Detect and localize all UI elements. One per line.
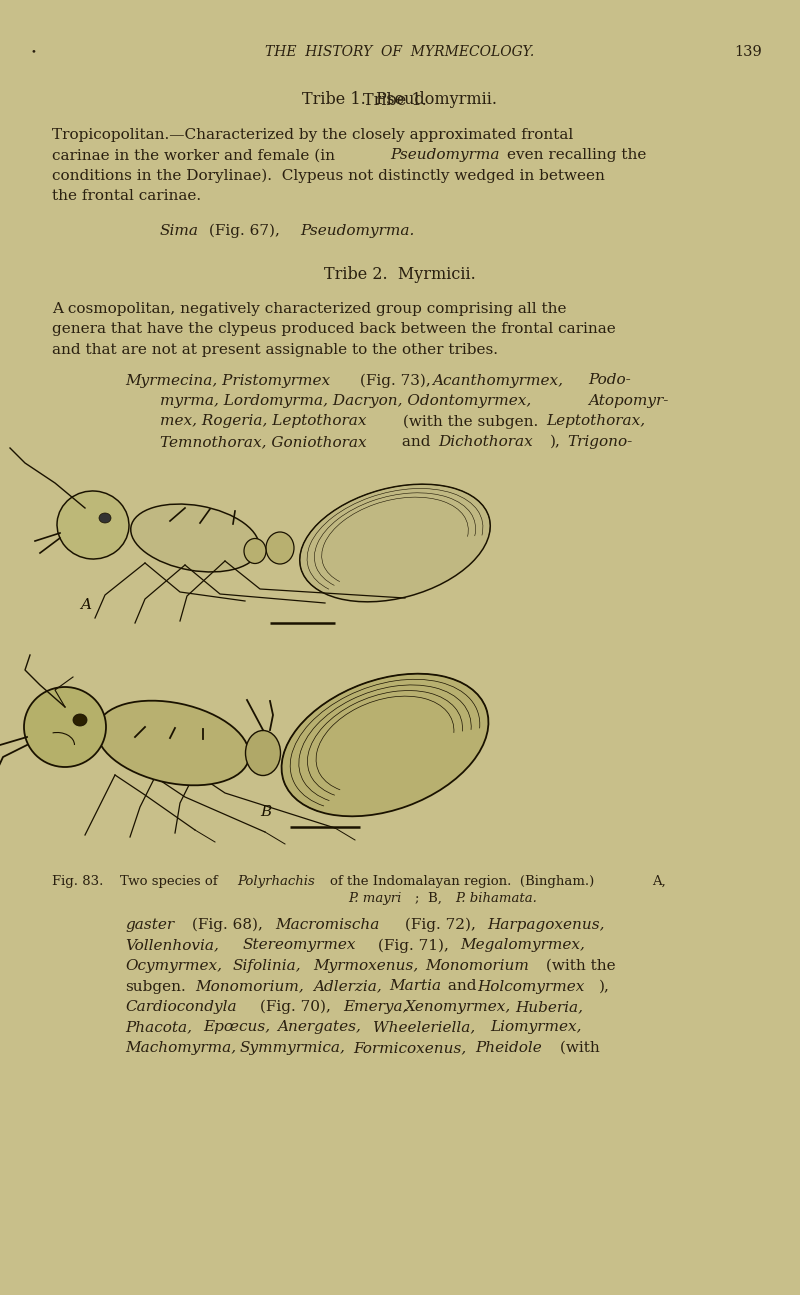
Text: (with the subgen.: (with the subgen. [398, 414, 538, 429]
Text: Monomorium: Monomorium [425, 960, 529, 973]
Text: Emerya,: Emerya, [343, 1000, 407, 1014]
Text: (with: (with [555, 1041, 600, 1055]
Text: Formicoxenus,: Formicoxenus, [353, 1041, 466, 1055]
Text: Phacota,: Phacota, [125, 1020, 192, 1035]
Text: Cardiocondyla: Cardiocondyla [125, 1000, 237, 1014]
Ellipse shape [282, 673, 489, 816]
Text: carinae in the worker and female (in: carinae in the worker and female (in [52, 149, 340, 162]
Text: A,: A, [652, 875, 666, 888]
Text: Monomorium,: Monomorium, [195, 979, 304, 993]
Text: Wheeleriella,: Wheeleriella, [373, 1020, 475, 1035]
Text: Harpagoxenus,: Harpagoxenus, [487, 918, 605, 932]
Text: (Fig. 67),: (Fig. 67), [204, 224, 280, 238]
Text: Pseudomyrma: Pseudomyrma [390, 149, 499, 162]
Text: (Fig. 73),: (Fig. 73), [355, 373, 430, 388]
Text: Anergates,: Anergates, [277, 1020, 361, 1035]
Text: Macromischa: Macromischa [275, 918, 379, 932]
Text: 139: 139 [734, 45, 762, 60]
Text: Huberia,: Huberia, [515, 1000, 583, 1014]
Text: genera that have the clypeus produced back between the frontal carinae: genera that have the clypeus produced ba… [52, 322, 616, 337]
Text: even recalling the: even recalling the [507, 149, 646, 162]
Text: Tribe 2.  Myrmicii.: Tribe 2. Myrmicii. [324, 265, 476, 284]
Ellipse shape [244, 539, 266, 563]
Text: Temnothorax, Goniothorax: Temnothorax, Goniothorax [160, 435, 366, 449]
Text: Sifolinia,: Sifolinia, [233, 960, 302, 973]
Text: Xenomyrmex,: Xenomyrmex, [405, 1000, 511, 1014]
Text: Ocymyrmex,: Ocymyrmex, [125, 960, 222, 973]
Text: Myrmecina, Pristomyrmex: Myrmecina, Pristomyrmex [125, 373, 330, 387]
Ellipse shape [73, 714, 87, 726]
Ellipse shape [266, 532, 294, 565]
Text: Symmyrmica,: Symmyrmica, [240, 1041, 346, 1055]
Text: (Fig. 68),: (Fig. 68), [187, 918, 263, 932]
Text: Polyrhachis: Polyrhachis [237, 875, 314, 888]
Text: myrma, Lordomyrma, Dacryon, Odontomyrmex,: myrma, Lordomyrma, Dacryon, Odontomyrmex… [160, 394, 531, 408]
Text: of the Indomalayan region.  (Bingham.): of the Indomalayan region. (Bingham.) [330, 875, 594, 888]
Text: Two species of: Two species of [120, 875, 218, 888]
Text: A cosmopolitan, negatively characterized group comprising all the: A cosmopolitan, negatively characterized… [52, 302, 566, 316]
Text: Dichothorax: Dichothorax [438, 435, 533, 449]
Text: and: and [443, 979, 482, 993]
Text: gaster: gaster [125, 918, 174, 932]
Text: Liomyrmex,: Liomyrmex, [490, 1020, 582, 1035]
Text: Atopomyr-: Atopomyr- [588, 394, 668, 408]
Text: Megalomyrmex,: Megalomyrmex, [460, 939, 585, 953]
Text: Tropicopolitan.—Characterized by the closely approximated frontal: Tropicopolitan.—Characterized by the clo… [52, 128, 574, 142]
Text: Vollenhovia,: Vollenhovia, [125, 939, 219, 953]
Text: B: B [260, 805, 271, 818]
Text: (Fig. 71),: (Fig. 71), [373, 939, 449, 953]
Text: Leptothorax,: Leptothorax, [546, 414, 645, 429]
Text: subgen.: subgen. [125, 979, 186, 993]
Ellipse shape [246, 730, 281, 776]
Text: Pseudomyrma.: Pseudomyrma. [300, 224, 414, 238]
Text: Machomyrma,: Machomyrma, [125, 1041, 236, 1055]
Text: ),: ), [599, 979, 610, 993]
Text: Adlerzia,: Adlerzia, [313, 979, 382, 993]
Ellipse shape [300, 484, 490, 602]
Text: Myrmoxenus,: Myrmoxenus, [313, 960, 418, 973]
Text: Fig. 83.: Fig. 83. [52, 875, 103, 888]
Text: P. mayri: P. mayri [348, 892, 402, 905]
Ellipse shape [24, 688, 106, 767]
Ellipse shape [99, 513, 111, 523]
Text: THE  HISTORY  OF  MYRMECOLOGY.: THE HISTORY OF MYRMECOLOGY. [266, 45, 534, 60]
Text: mex, Rogeria, Leptothorax: mex, Rogeria, Leptothorax [160, 414, 366, 429]
Text: (Fig. 70),: (Fig. 70), [255, 1000, 331, 1014]
Text: Epœcus,: Epœcus, [203, 1020, 270, 1035]
Text: ;  B,: ; B, [415, 892, 442, 905]
Text: and: and [397, 435, 435, 449]
Text: Tribe 1.  Pseudomyrmii.: Tribe 1. Pseudomyrmii. [302, 91, 498, 107]
Text: P. bihamata.: P. bihamata. [455, 892, 537, 905]
Text: Holcomyrmex: Holcomyrmex [477, 979, 584, 993]
Text: Acanthomyrmex,: Acanthomyrmex, [432, 373, 563, 387]
Text: conditions in the Dorylinae).  Clypeus not distinctly wedged in between: conditions in the Dorylinae). Clypeus no… [52, 170, 605, 184]
Ellipse shape [57, 491, 129, 559]
Text: Podo-: Podo- [588, 373, 630, 387]
Ellipse shape [97, 701, 250, 785]
Text: the frontal carinae.: the frontal carinae. [52, 189, 201, 203]
Text: A: A [80, 598, 91, 613]
Text: (with the: (with the [541, 960, 616, 973]
Text: Tribe 1.: Tribe 1. [363, 92, 437, 109]
Text: •: • [30, 48, 36, 57]
Text: Martia: Martia [389, 979, 441, 993]
Ellipse shape [130, 504, 259, 572]
Text: Stereomyrmex: Stereomyrmex [243, 939, 357, 953]
Text: Trigono-: Trigono- [567, 435, 632, 449]
Text: Sima: Sima [160, 224, 199, 238]
Text: Pheidole: Pheidole [475, 1041, 542, 1055]
Text: ),: ), [550, 435, 561, 449]
Text: and that are not at present assignable to the other tribes.: and that are not at present assignable t… [52, 343, 498, 357]
Text: (Fig. 72),: (Fig. 72), [400, 918, 476, 932]
